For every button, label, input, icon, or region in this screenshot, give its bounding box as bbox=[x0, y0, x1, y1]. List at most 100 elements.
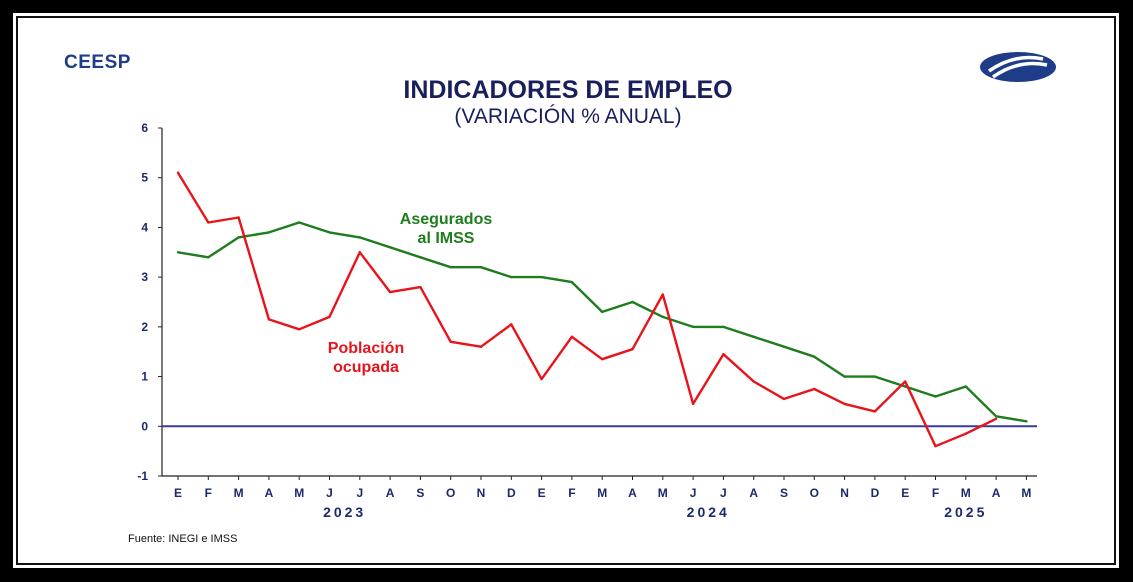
data-point bbox=[631, 348, 634, 351]
data-point bbox=[722, 325, 725, 329]
x-tick-label: J bbox=[720, 486, 727, 500]
chart-title: INDICADORES DE EMPLEO bbox=[403, 76, 732, 104]
x-tick-label: A bbox=[265, 486, 274, 500]
data-point bbox=[813, 387, 816, 391]
data-point bbox=[207, 256, 210, 259]
data-point bbox=[934, 395, 937, 398]
data-point bbox=[691, 402, 695, 406]
data-point bbox=[267, 231, 271, 234]
ceesp-logo-icon bbox=[980, 52, 1056, 82]
data-point bbox=[176, 251, 180, 254]
data-point bbox=[631, 300, 634, 304]
data-point bbox=[419, 285, 422, 289]
x-tick-label: S bbox=[416, 486, 424, 500]
ceesp-logo-text: CEESP bbox=[64, 52, 131, 73]
data-point bbox=[904, 385, 907, 388]
data-point bbox=[388, 290, 392, 294]
data-point bbox=[328, 315, 331, 319]
data-point bbox=[752, 380, 755, 383]
data-point bbox=[782, 397, 786, 401]
x-tick-label: F bbox=[205, 486, 212, 500]
series-layer bbox=[176, 171, 1028, 448]
data-point bbox=[1025, 420, 1028, 423]
data-point bbox=[661, 293, 664, 296]
source-note: Fuente: INEGI e IMSS bbox=[128, 533, 238, 545]
year-label: 2024 bbox=[687, 504, 730, 520]
x-tick-label: J bbox=[690, 486, 697, 500]
data-point bbox=[449, 266, 452, 269]
y-tick-label: 1 bbox=[141, 370, 148, 384]
data-point bbox=[843, 402, 846, 406]
data-point bbox=[873, 375, 877, 378]
x-tick-label: D bbox=[507, 486, 516, 500]
data-point bbox=[449, 340, 452, 343]
year-label: 2025 bbox=[944, 504, 987, 520]
series-label-1: Población ocupada bbox=[328, 340, 404, 376]
annotation-layer: Asegurados al IMSS Población ocupada bbox=[328, 211, 493, 376]
x-tick-label: N bbox=[477, 486, 486, 500]
x-tick-label: F bbox=[932, 486, 939, 500]
y-tick-label: 3 bbox=[141, 270, 148, 284]
data-point bbox=[994, 415, 998, 418]
x-tick-label: A bbox=[992, 486, 1001, 500]
x-tick-label: S bbox=[780, 486, 788, 500]
y-tick-label: 2 bbox=[141, 320, 148, 334]
data-point bbox=[237, 216, 240, 219]
data-point bbox=[994, 417, 998, 421]
data-point bbox=[873, 410, 877, 413]
x-tick-label: O bbox=[810, 486, 819, 500]
data-point bbox=[479, 345, 483, 348]
data-point bbox=[661, 315, 664, 319]
data-point bbox=[176, 171, 180, 174]
data-point bbox=[237, 236, 240, 239]
data-point bbox=[570, 335, 574, 338]
data-point bbox=[298, 221, 301, 224]
y-tick-label: 5 bbox=[141, 171, 148, 185]
chart-subtitle: (VARIACIÓN % ANUAL) bbox=[454, 105, 681, 128]
data-point bbox=[510, 323, 513, 326]
data-point bbox=[479, 266, 483, 269]
x-tick-label: D bbox=[871, 486, 880, 500]
data-point bbox=[964, 432, 967, 435]
data-point bbox=[510, 275, 513, 279]
x-tick-label: F bbox=[568, 486, 575, 500]
data-point bbox=[904, 380, 907, 383]
data-point bbox=[813, 355, 816, 358]
data-point bbox=[267, 318, 271, 321]
x-tick-label: M bbox=[234, 486, 244, 500]
chart-axes: -1 0 1 2 3 4 5 6 E F M A M J J A S O N D E F M A M J J A S O N D E F M A M 20… bbox=[137, 121, 1037, 520]
data-point bbox=[843, 375, 846, 378]
x-tick-label: A bbox=[628, 486, 637, 500]
data-point bbox=[207, 221, 210, 224]
x-tick-label: O bbox=[446, 486, 455, 500]
x-tick-label: M bbox=[294, 486, 304, 500]
data-point bbox=[601, 310, 604, 314]
data-point bbox=[934, 444, 937, 448]
y-tick-label: 6 bbox=[141, 121, 148, 135]
data-point bbox=[691, 325, 695, 329]
data-point bbox=[601, 357, 604, 361]
data-point bbox=[358, 251, 361, 254]
x-tick-label: M bbox=[658, 486, 668, 500]
x-tick-label: J bbox=[356, 486, 363, 500]
series-line-0 bbox=[177, 221, 1027, 423]
data-point bbox=[752, 335, 755, 338]
y-tick-label: 4 bbox=[141, 220, 148, 234]
data-point bbox=[540, 275, 543, 279]
x-tick-label: A bbox=[749, 486, 758, 500]
data-point bbox=[388, 246, 392, 249]
data-point bbox=[298, 328, 301, 331]
data-point bbox=[964, 385, 967, 388]
x-tick-label: E bbox=[174, 486, 182, 500]
x-tick-label: E bbox=[901, 486, 909, 500]
data-point bbox=[540, 377, 543, 381]
x-tick-label: J bbox=[326, 486, 333, 500]
y-tick-label: 0 bbox=[141, 419, 148, 433]
x-tick-label: M bbox=[961, 486, 971, 500]
data-point bbox=[782, 345, 786, 348]
x-tick-label: E bbox=[538, 486, 546, 500]
data-point bbox=[328, 231, 331, 234]
x-tick-label: A bbox=[386, 486, 395, 500]
series-line-1 bbox=[176, 172, 997, 448]
